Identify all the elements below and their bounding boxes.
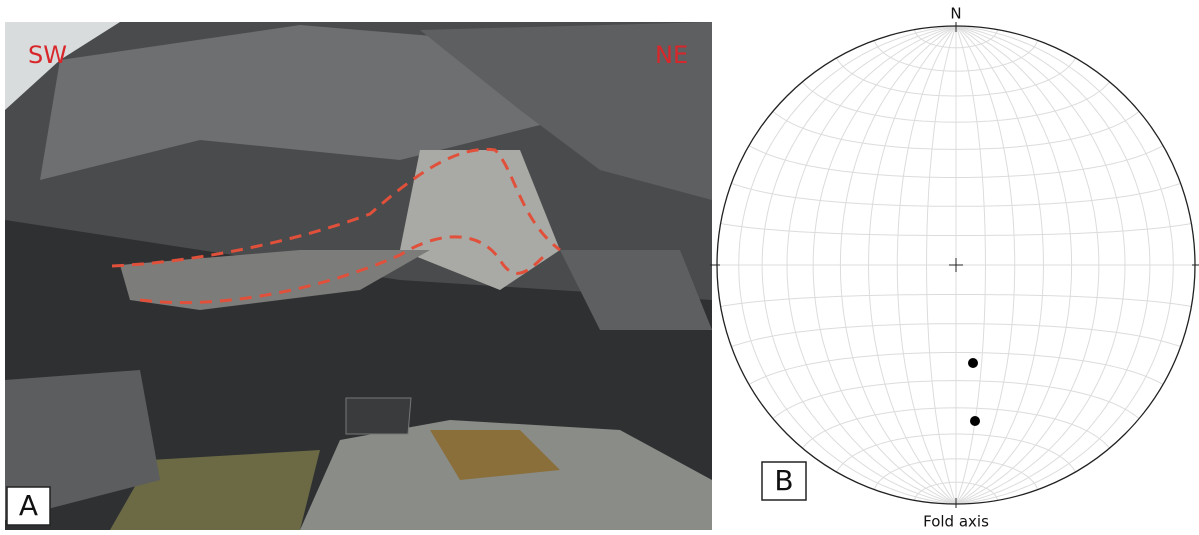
annotation: NE (655, 41, 688, 69)
figure: SW NE A N Fold axis B (0, 0, 1199, 535)
page: SW NE A N Fold axis B (() => { const dat… (0, 0, 1199, 535)
north-label: N (950, 5, 961, 23)
fold-axis-point (970, 416, 980, 426)
fold-axis-point (968, 358, 978, 368)
annotation: SW (28, 41, 67, 69)
caption: Fold axis (923, 513, 989, 531)
panel-label: A (19, 489, 38, 522)
panel-label: B (774, 464, 793, 497)
photo: SW NE A (5, 22, 712, 530)
